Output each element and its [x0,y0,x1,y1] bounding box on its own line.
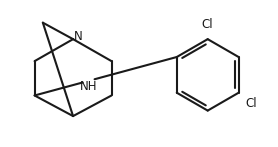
Text: N: N [74,30,82,43]
Text: Cl: Cl [245,97,257,110]
Text: NH: NH [80,80,97,93]
Text: Cl: Cl [202,19,214,31]
